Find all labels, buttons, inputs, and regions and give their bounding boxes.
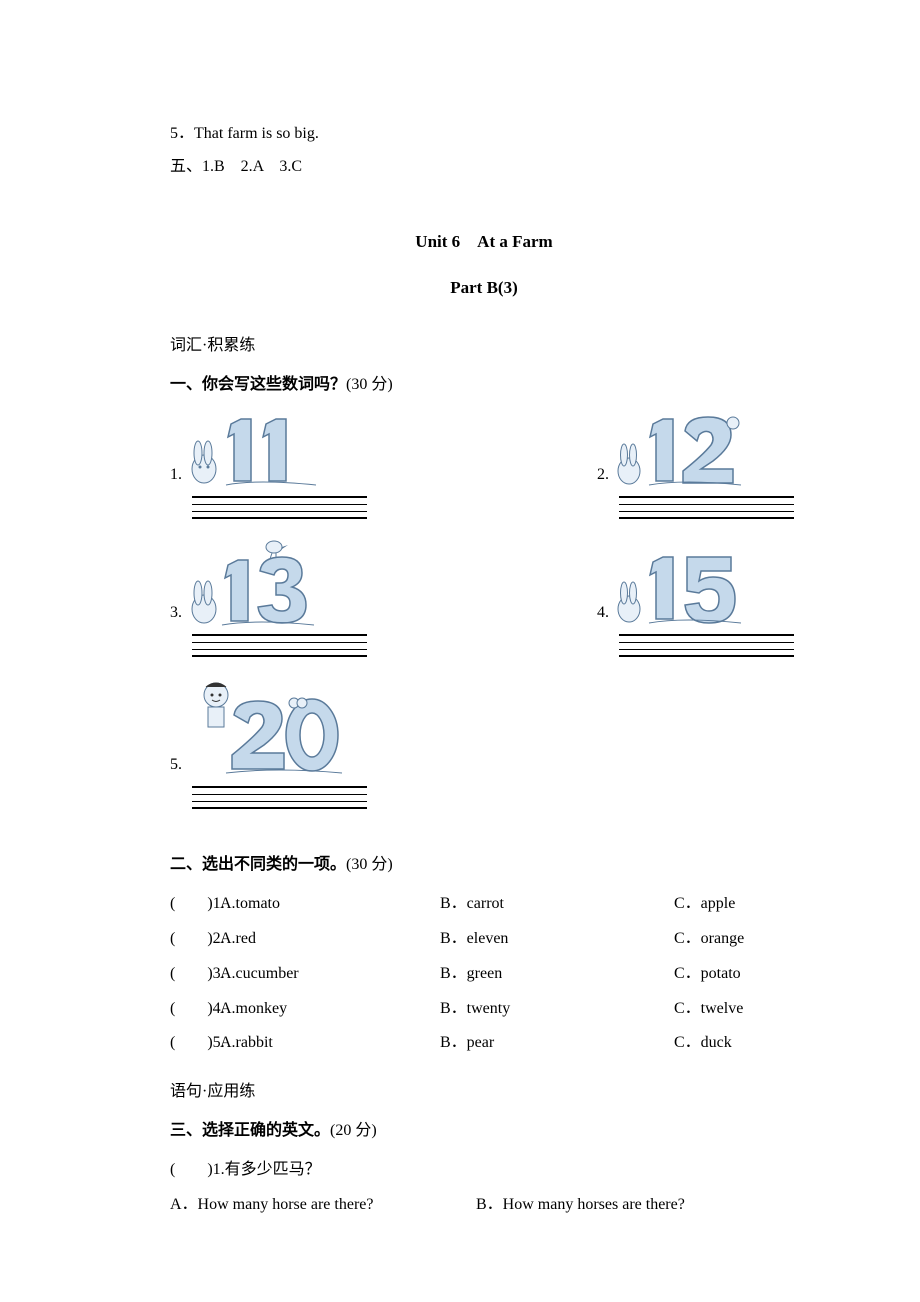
- mc-3-b: B．green: [440, 960, 674, 989]
- app-label: 语句·应用练: [170, 1078, 798, 1107]
- number-image-20: [186, 673, 346, 779]
- unit-title: Unit 6 At a Farm: [170, 227, 798, 258]
- section3-q1-options: A．How many horse are there? B．How many h…: [170, 1191, 798, 1220]
- number-item-5: 5.: [170, 673, 367, 821]
- number-prefix-2: 2.: [597, 461, 609, 490]
- number-image-15: [613, 547, 745, 627]
- number-image-12: [613, 409, 745, 489]
- answer-blank-2[interactable]: [619, 493, 794, 521]
- mc-2-b: B．eleven: [440, 925, 674, 954]
- mc-4-c: C．twelve: [674, 995, 798, 1024]
- mc-1-b: B．carrot: [440, 890, 674, 919]
- answer-blank-5[interactable]: [192, 783, 367, 811]
- mc-3-a: A.cucumber: [220, 960, 440, 989]
- number-item-2: 2.: [597, 409, 794, 531]
- answer-blank-4[interactable]: [619, 631, 794, 659]
- mc-1-c: C．apple: [674, 890, 798, 919]
- mc-4-a: A.monkey: [220, 995, 440, 1024]
- answer-blank-1[interactable]: [192, 493, 367, 521]
- top-line-2: 五、1.B 2.A 3.C: [170, 153, 798, 182]
- top-line-1: 5．That farm is so big.: [170, 120, 798, 149]
- number-prefix-3: 3.: [170, 599, 182, 628]
- mc-row-2: ( )2. A.red B．eleven C．orange: [170, 925, 798, 954]
- number-item-4: 4.: [597, 547, 794, 669]
- number-prefix-5: 5.: [170, 751, 182, 780]
- part-title: Part B(3): [170, 273, 798, 304]
- section2-points: (30 分): [346, 856, 393, 873]
- numbers-grid: 1.: [170, 409, 798, 821]
- section3-heading-text: 三、选择正确的英文。: [170, 1122, 330, 1139]
- section3-q1-a: A．How many horse are there?: [170, 1191, 476, 1220]
- mc-paren-5[interactable]: ( )5.: [170, 1029, 220, 1058]
- mc-1-a: A.tomato: [220, 890, 440, 919]
- number-image-11: [186, 409, 318, 489]
- mc-row-1: ( )1. A.tomato B．carrot C．apple: [170, 890, 798, 919]
- section2-heading-text: 二、选出不同类的一项。: [170, 856, 346, 873]
- mc-paren-4[interactable]: ( )4.: [170, 995, 220, 1024]
- section2-questions: ( )1. A.tomato B．carrot C．apple ( )2. A.…: [170, 890, 798, 1058]
- mc-row-4: ( )4. A.monkey B．twenty C．twelve: [170, 995, 798, 1024]
- section2-heading: 二、选出不同类的一项。(30 分): [170, 851, 798, 880]
- mc-paren-3[interactable]: ( )3.: [170, 960, 220, 989]
- number-prefix-1: 1.: [170, 461, 182, 490]
- mc-4-b: B．twenty: [440, 995, 674, 1024]
- section3-q1-paren[interactable]: ( )1.: [170, 1161, 225, 1178]
- section1-heading: 一、你会写这些数词吗？(30 分): [170, 371, 798, 400]
- mc-row-3: ( )3. A.cucumber B．green C．potato: [170, 960, 798, 989]
- section1-heading-text: 一、你会写这些数词吗？: [170, 376, 346, 393]
- mc-5-a: A.rabbit: [220, 1029, 440, 1058]
- mc-3-c: C．potato: [674, 960, 798, 989]
- number-item-1: 1.: [170, 409, 367, 531]
- mc-paren-2[interactable]: ( )2.: [170, 925, 220, 954]
- mc-paren-1[interactable]: ( )1.: [170, 890, 220, 919]
- number-prefix-4: 4.: [597, 599, 609, 628]
- section1-points: (30 分): [346, 376, 393, 393]
- section3-q1-text: 有多少匹马？: [225, 1161, 321, 1178]
- section3-heading: 三、选择正确的英文。(20 分): [170, 1117, 798, 1146]
- mc-5-b: B．pear: [440, 1029, 674, 1058]
- section3-points: (20 分): [330, 1122, 377, 1139]
- section3-q1-b: B．How many horses are there?: [476, 1191, 798, 1220]
- vocab-label: 词汇·积累练: [170, 332, 798, 361]
- number-image-13: [186, 535, 318, 627]
- section3-q1: ( )1.有多少匹马？: [170, 1156, 798, 1185]
- mc-row-5: ( )5. A.rabbit B．pear C．duck: [170, 1029, 798, 1058]
- mc-5-c: C．duck: [674, 1029, 798, 1058]
- number-item-3: 3.: [170, 535, 367, 669]
- mc-2-a: A.red: [220, 925, 440, 954]
- mc-2-c: C．orange: [674, 925, 798, 954]
- answer-blank-3[interactable]: [192, 631, 367, 659]
